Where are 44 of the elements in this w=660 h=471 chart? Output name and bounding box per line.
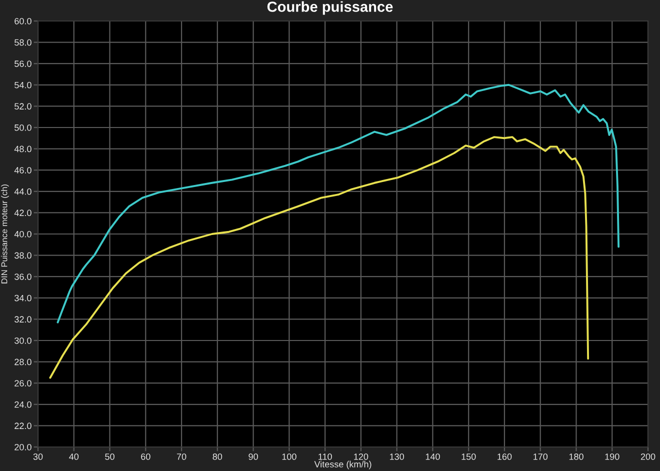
- x-tick-label: 80: [212, 453, 222, 460]
- y-tick-label: 46.0: [14, 167, 32, 174]
- y-tick-label: 24.0: [14, 401, 32, 408]
- x-tick-label: 50: [105, 453, 114, 460]
- x-tick-label: 100: [282, 453, 296, 460]
- y-tick-label: 50.0: [14, 124, 32, 131]
- y-tick-label: 26.0: [14, 380, 32, 386]
- y-tick-label: 52.0: [14, 103, 32, 110]
- x-tick-label: 120: [354, 453, 368, 460]
- x-tick-label: 150: [462, 453, 476, 460]
- x-tick-label: 200: [640, 453, 656, 460]
- y-tick-label: 20.0: [14, 444, 32, 450]
- y-axis-title: DIN Puissance moteur (ch): [1, 184, 9, 284]
- line-series: [49, 136, 590, 379]
- y-tick-label: 22.0: [14, 422, 32, 430]
- x-tick-label: 90: [248, 453, 258, 460]
- y-tick-label: 36.0: [14, 274, 32, 280]
- y-tick-label: 40.0: [14, 230, 32, 238]
- x-tick-label: 170: [534, 453, 548, 460]
- y-tick-label: 38.0: [14, 252, 32, 259]
- y-tick-label: 42.0: [14, 210, 32, 216]
- y-tick-label: 32.0: [14, 316, 32, 323]
- x-tick-label: 70: [176, 453, 186, 460]
- y-tick-label: 34.0: [14, 294, 32, 302]
- chart-title: Courbe puissance: [267, 1, 393, 15]
- x-tick-label: 110: [318, 453, 332, 460]
- y-tick-label: 48.0: [14, 146, 32, 152]
- line-series: [56, 84, 620, 324]
- y-tick-label: 30.0: [14, 337, 32, 344]
- x-tick-label: 190: [605, 453, 620, 460]
- y-tick-label: 44.0: [14, 188, 32, 195]
- x-tick-label: 130: [390, 453, 404, 460]
- x-tick-label: 40: [69, 453, 79, 460]
- y-tick-label: 28.0: [14, 358, 32, 366]
- y-tick-label: 54.0: [14, 82, 32, 88]
- y-tick-label: 60.0: [14, 18, 32, 24]
- x-tick-label: 60: [141, 453, 150, 460]
- x-axis-title: Vitesse (km/h): [314, 460, 372, 470]
- x-tick-label: 140: [426, 453, 440, 460]
- x-tick-label: 160: [498, 453, 512, 460]
- y-tick-label: 56.0: [14, 60, 32, 67]
- x-tick-label: 30: [33, 453, 43, 460]
- x-tick-label: 180: [569, 453, 584, 460]
- y-tick-label: 58.0: [14, 39, 32, 46]
